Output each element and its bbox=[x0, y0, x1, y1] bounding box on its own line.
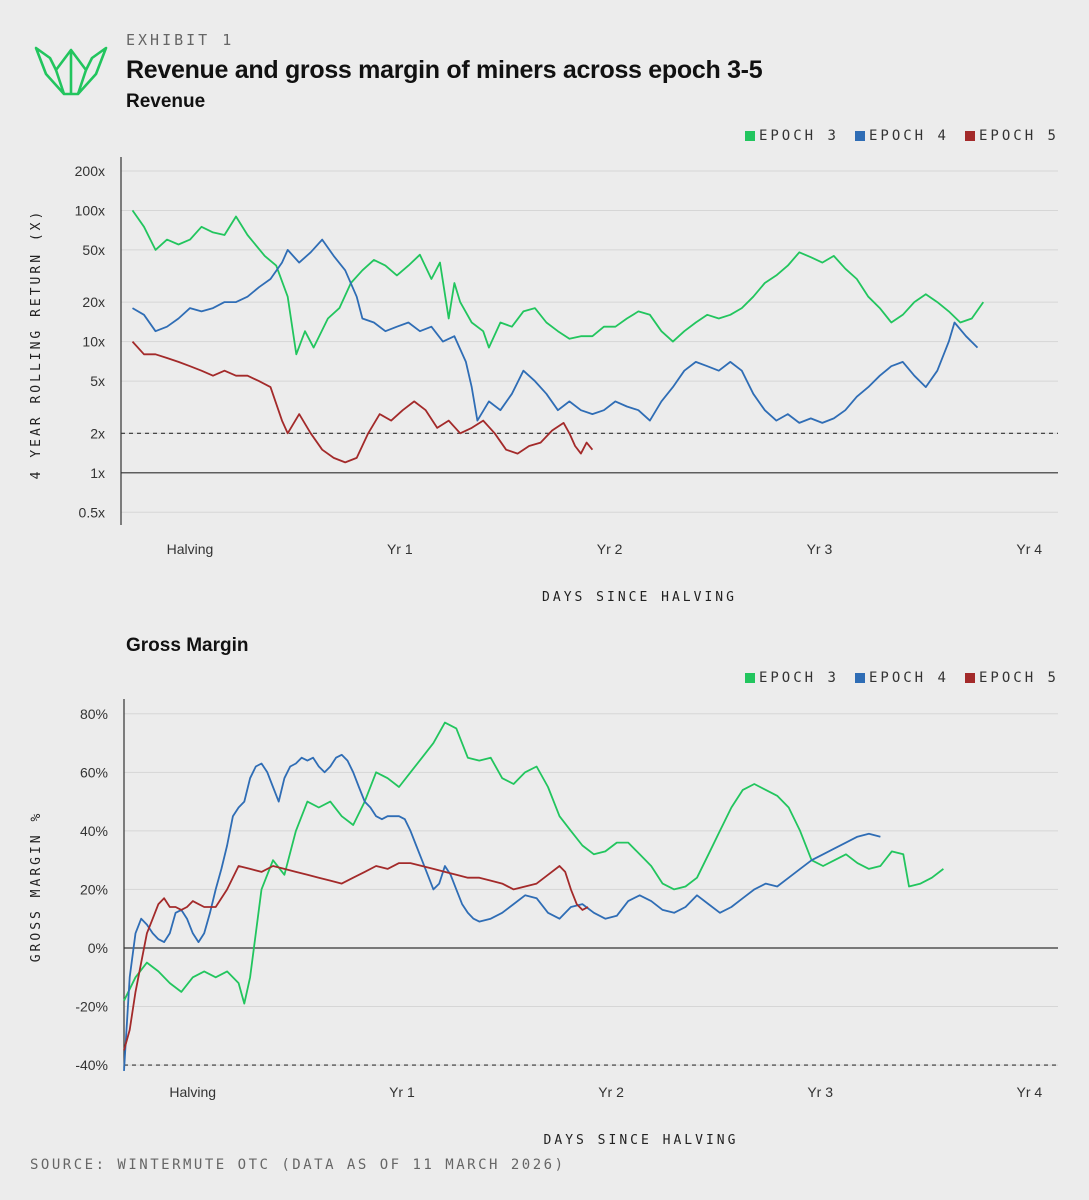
series-line-epoch-4 bbox=[123, 753, 881, 1071]
page-title: Revenue and gross margin of miners acros… bbox=[126, 56, 763, 84]
y-tick-label: 10x bbox=[82, 334, 105, 350]
revenue-legend: EPOCH 3 EPOCH 4 EPOCH 5 bbox=[744, 128, 1059, 144]
y-tick-label: 2x bbox=[90, 425, 105, 441]
y-tick-label: 60% bbox=[80, 764, 108, 780]
y-tick-label: 20x bbox=[82, 294, 105, 310]
y-axis-title: 4 YEAR ROLLING RETURN (X) bbox=[29, 209, 44, 480]
series-line-epoch-5 bbox=[123, 862, 589, 1051]
y-tick-label: 0% bbox=[88, 940, 108, 956]
y-tick-label: 40% bbox=[80, 823, 108, 839]
legend-item-epoch3: EPOCH 3 bbox=[744, 670, 839, 686]
x-axis-title: DAYS SINCE HALVING bbox=[542, 590, 737, 605]
legend-swatch-epoch5 bbox=[964, 673, 975, 683]
revenue-chart: 200x 100x 50x 20x 10x 5x 2x 1x 0.5x Halving Yr 1 Yr… bbox=[29, 157, 1058, 605]
y-axis-title: GROSS MARGIN % bbox=[29, 811, 44, 963]
legend-swatch-epoch3 bbox=[744, 673, 755, 683]
x-tick-label: Yr 2 bbox=[598, 1084, 624, 1100]
y-tick-label: 80% bbox=[80, 706, 108, 722]
legend-label-epoch5: EPOCH 5 bbox=[978, 670, 1059, 686]
y-tick-label: 50x bbox=[82, 242, 105, 258]
exhibit-label: EXHIBIT 1 bbox=[126, 31, 235, 49]
legend-label-epoch3: EPOCH 3 bbox=[758, 128, 839, 144]
margin-chart-title: Gross Margin bbox=[126, 635, 249, 656]
margin-legend: EPOCH 3 EPOCH 4 EPOCH 5 bbox=[744, 670, 1059, 686]
legend-swatch-epoch4 bbox=[854, 131, 865, 141]
legend-label-epoch3: EPOCH 3 bbox=[758, 670, 839, 686]
legend-item-epoch5: EPOCH 5 bbox=[964, 128, 1059, 144]
margin-chart: 80% 60% 40% 20% 0% -20% -40% Halving Yr 1 Yr 2 Yr … bbox=[29, 699, 1058, 1148]
y-tick-label: 5x bbox=[90, 373, 105, 389]
x-tick-label: Halving bbox=[169, 1084, 216, 1100]
x-tick-label: Yr 4 bbox=[1017, 1084, 1043, 1100]
legend-swatch-epoch4 bbox=[854, 673, 865, 683]
y-tick-label: 200x bbox=[75, 163, 105, 179]
y-tick-label: -20% bbox=[75, 999, 108, 1015]
legend-label-epoch5: EPOCH 5 bbox=[978, 128, 1059, 144]
series-line-epoch-3 bbox=[123, 721, 944, 1005]
series-line-epoch-4 bbox=[132, 238, 979, 424]
legend-swatch-epoch3 bbox=[744, 131, 755, 141]
series-line-epoch-5 bbox=[131, 340, 594, 464]
wintermute-logo bbox=[34, 46, 108, 96]
revenue-chart-title: Revenue bbox=[126, 91, 206, 112]
y-tick-label: 1x bbox=[90, 465, 105, 481]
series-line-epoch-3 bbox=[131, 209, 985, 356]
y-tick-label: 20% bbox=[80, 881, 108, 897]
legend-item-epoch4: EPOCH 4 bbox=[854, 128, 949, 144]
legend-item-epoch5: EPOCH 5 bbox=[964, 670, 1059, 686]
x-tick-label: Yr 4 bbox=[1016, 541, 1042, 557]
x-tick-label: Yr 1 bbox=[389, 1084, 415, 1100]
y-tick-label: 0.5x bbox=[79, 504, 105, 520]
x-tick-label: Yr 2 bbox=[597, 541, 623, 557]
legend-swatch-epoch5 bbox=[964, 131, 975, 141]
legend-item-epoch3: EPOCH 3 bbox=[744, 128, 839, 144]
legend-label-epoch4: EPOCH 4 bbox=[868, 128, 949, 144]
x-tick-label: Halving bbox=[167, 541, 214, 557]
y-tick-label: -40% bbox=[75, 1057, 108, 1073]
source-note: SOURCE: WINTERMUTE OTC (DATA AS OF 11 MA… bbox=[30, 1157, 566, 1173]
y-tick-label: 100x bbox=[75, 202, 105, 218]
legend-item-epoch4: EPOCH 4 bbox=[854, 670, 949, 686]
x-tick-label: Yr 1 bbox=[387, 541, 413, 557]
x-tick-label: Yr 3 bbox=[807, 1084, 833, 1100]
legend-label-epoch4: EPOCH 4 bbox=[868, 670, 949, 686]
x-axis-title: DAYS SINCE HALVING bbox=[544, 1133, 739, 1148]
x-tick-label: Yr 3 bbox=[807, 541, 833, 557]
